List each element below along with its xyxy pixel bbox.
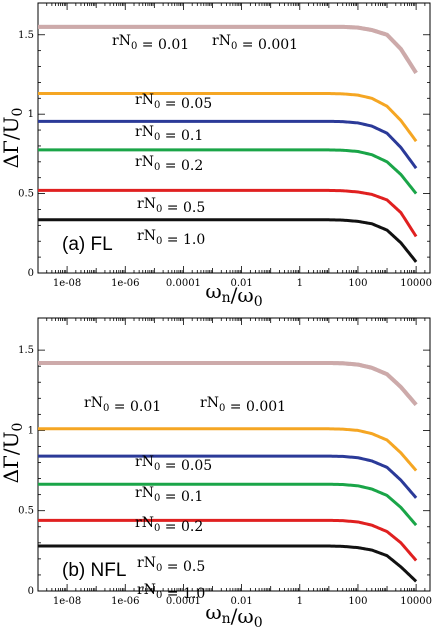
- series-label: rN0 = 0.5: [137, 196, 205, 216]
- series-line: [38, 188, 418, 238]
- series-line: [38, 544, 418, 583]
- series-line: [38, 218, 418, 263]
- series-label: rN0 = 1.0: [137, 228, 205, 248]
- series-label: rN0 = 0.01: [84, 395, 161, 415]
- y-tick-label: 0: [28, 586, 34, 597]
- x-tick-label: 0.0001: [166, 596, 201, 607]
- y-tick-label: 1.5: [18, 345, 34, 356]
- series-label: rN0 = 0.05: [135, 454, 212, 474]
- series-line: [38, 119, 418, 170]
- series-line: [38, 360, 418, 407]
- series-label: rN0 = 0.5: [137, 555, 205, 575]
- series-label: rN0 = 0.01: [112, 33, 189, 53]
- series-label: rN0 = 0.2: [135, 154, 203, 174]
- x-axis-title: ωn/ω0: [205, 600, 262, 631]
- y-tick-label: 0: [28, 268, 34, 279]
- series-line: [38, 92, 418, 143]
- y-tick-label: 1: [28, 109, 34, 120]
- x-tick-label: 1: [297, 596, 303, 607]
- series-line: [38, 518, 418, 562]
- x-tick-label: 1e-06: [111, 596, 139, 607]
- x-tick-label: 1: [297, 278, 303, 289]
- y-tick-label: 0.5: [18, 189, 34, 200]
- series-label: rN0 = 0.1: [135, 124, 203, 144]
- series-label: rN0 = 0.001: [212, 33, 298, 53]
- series-label: rN0 = 0.1: [135, 485, 203, 505]
- series-label: rN0 = 0.2: [135, 515, 203, 535]
- x-tick-label: 10000: [400, 596, 432, 607]
- chart-panel-a: 1e-08 1e-06 0.0001 0.01 1 100 10000 0 0.5 1 1.5 rN0…: [0, 2, 432, 310]
- x-tick-label: 100: [348, 596, 367, 607]
- panel-tag: (b) NFL: [62, 560, 126, 581]
- y-axis-title: ΔΓ/U0: [0, 423, 26, 484]
- y-axis-title: ΔΓ/U0: [0, 108, 26, 169]
- x-tick-label: 1e-08: [53, 278, 81, 289]
- x-tick-label: 1e-08: [53, 596, 81, 607]
- series-line: [38, 24, 418, 74]
- plot-frame: [37, 2, 431, 274]
- x-axis-title: ωn/ω0: [205, 279, 262, 310]
- series-line: [38, 427, 418, 472]
- plot-frame: [37, 317, 431, 592]
- y-tick-label: 1.5: [18, 30, 34, 41]
- series-label: rN0 = 1.0: [137, 582, 205, 602]
- x-tick-label: 0.01: [230, 596, 252, 607]
- x-tick-label: 0.01: [230, 278, 252, 289]
- panel-tag: (a) FL: [62, 234, 113, 255]
- x-tick-label: 0.0001: [166, 278, 201, 289]
- series-line: [38, 482, 418, 527]
- series-line: [38, 148, 418, 195]
- x-tick-label: 100: [348, 278, 367, 289]
- series-label: rN0 = 0.05: [135, 92, 212, 112]
- y-tick-label: 0.5: [18, 506, 34, 517]
- series-label: rN0 = 0.001: [200, 395, 286, 415]
- series-line: [38, 454, 418, 499]
- x-tick-label: 10000: [400, 278, 432, 289]
- y-tick-label: 1: [28, 425, 34, 436]
- x-tick-label: 1e-06: [111, 278, 139, 289]
- chart-panel-b: 1e-08 1e-06 0.0001 0.01 1 100 10000 0 0.5 1 1.5 rN0…: [0, 317, 432, 631]
